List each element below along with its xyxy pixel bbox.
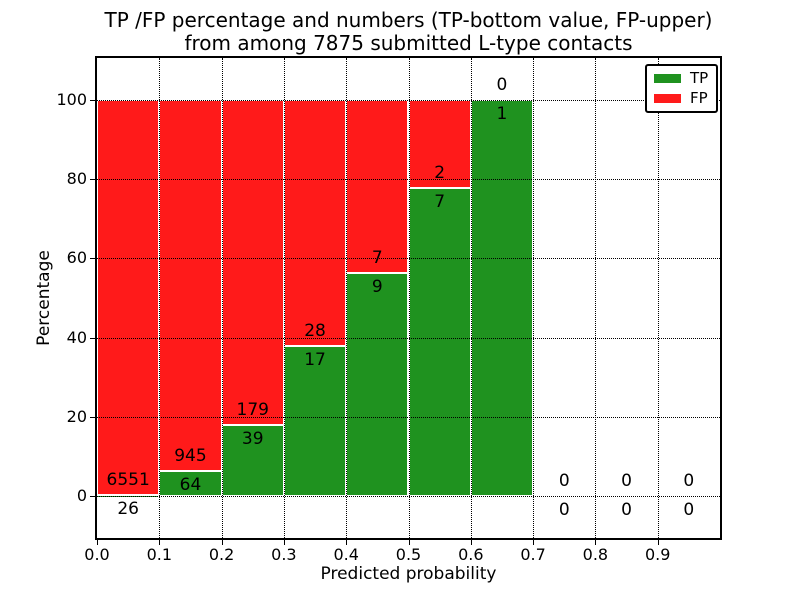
y-tick xyxy=(90,99,95,101)
y-tick xyxy=(90,337,95,339)
legend-label-fp: FP xyxy=(690,88,708,107)
x-axis-label: Predicted probability xyxy=(320,564,497,584)
bar-count-label-tp: 26 xyxy=(117,498,139,519)
bar-count-label-tp: 0 xyxy=(558,500,570,521)
bar-segment-tp xyxy=(408,187,471,497)
bar-segment-tp xyxy=(283,346,347,497)
x-tick xyxy=(657,540,659,545)
x-tick-label: 0.4 xyxy=(333,545,359,564)
bar-segment-fp xyxy=(346,99,409,274)
y-tick xyxy=(90,496,95,498)
tp-swatch-icon xyxy=(654,74,681,84)
legend-item-tp: TP xyxy=(654,71,709,86)
fp-swatch-icon xyxy=(654,93,681,103)
bar-segment-tp xyxy=(470,99,534,497)
bar-segment-fp xyxy=(221,99,284,426)
chart-title: TP /FP percentage and numbers (TP-bottom… xyxy=(97,9,720,55)
x-tick xyxy=(595,540,597,545)
x-tick-label: 0.5 xyxy=(395,545,422,564)
x-tick-label: 0.7 xyxy=(520,545,546,564)
legend-label-tp: TP xyxy=(690,69,709,88)
x-tick-label: 0.3 xyxy=(271,545,297,564)
bar-segment-fp xyxy=(159,99,222,472)
v-gridline xyxy=(595,58,597,538)
bar-segment-tp xyxy=(97,494,160,498)
bar-segment-tp xyxy=(346,273,409,497)
x-tick-label: 0.6 xyxy=(458,545,484,564)
x-tick-label: 0.9 xyxy=(644,545,671,564)
y-tick-label: 60 xyxy=(66,248,87,268)
bar-count-label-fp: 0 xyxy=(496,74,508,95)
x-tick xyxy=(346,540,348,545)
x-tick xyxy=(221,540,223,545)
y-tick-label: 0 xyxy=(76,486,87,506)
y-tick-label: 100 xyxy=(56,89,87,109)
x-tick xyxy=(159,540,161,545)
x-tick-label: 0.1 xyxy=(146,545,173,564)
bar-segment-fp xyxy=(283,99,347,347)
bar-count-label-fp: 0 xyxy=(558,471,570,492)
v-gridline xyxy=(657,58,659,538)
x-tick-label: 0.2 xyxy=(208,545,235,564)
y-tick xyxy=(90,258,95,260)
y-tick xyxy=(90,417,95,418)
x-tick xyxy=(97,540,98,545)
v-gridline xyxy=(533,58,535,538)
bar-segment-tp xyxy=(221,425,284,497)
y-tick xyxy=(90,178,95,180)
chart-title-line1: TP /FP percentage and numbers (TP-bottom… xyxy=(104,8,713,32)
x-tick xyxy=(408,540,410,545)
bar-segment-fp xyxy=(408,99,471,188)
y-tick-label: 80 xyxy=(66,168,87,188)
bar-segment-tp xyxy=(159,471,222,497)
y-tick-label: 40 xyxy=(66,327,87,347)
plot-area: 6551 26 945 64 179 39 28 17 7 9 2 7 0 1 0 0 0 0 0 0 xyxy=(95,56,722,540)
y-axis-label: Percentage xyxy=(34,250,54,346)
x-tick xyxy=(533,540,535,545)
x-tick xyxy=(470,540,472,545)
x-tick-label: 0.0 xyxy=(84,545,110,564)
h-gridline xyxy=(97,496,720,498)
x-tick xyxy=(283,540,285,545)
chart-title-line2: from among 7875 submitted L-type contact… xyxy=(184,31,633,55)
legend: TP FP xyxy=(645,64,718,113)
bar-segment-fp xyxy=(97,99,160,495)
bar-count-label-tp: 0 xyxy=(621,500,632,521)
bar-count-label-fp: 0 xyxy=(621,471,632,492)
x-tick-label: 0.8 xyxy=(582,545,609,564)
bar-count-label-fp: 0 xyxy=(683,471,695,492)
bar-count-label-tp: 0 xyxy=(683,500,695,521)
legend-item-fp: FP xyxy=(654,88,709,107)
y-tick-label: 20 xyxy=(66,407,87,426)
